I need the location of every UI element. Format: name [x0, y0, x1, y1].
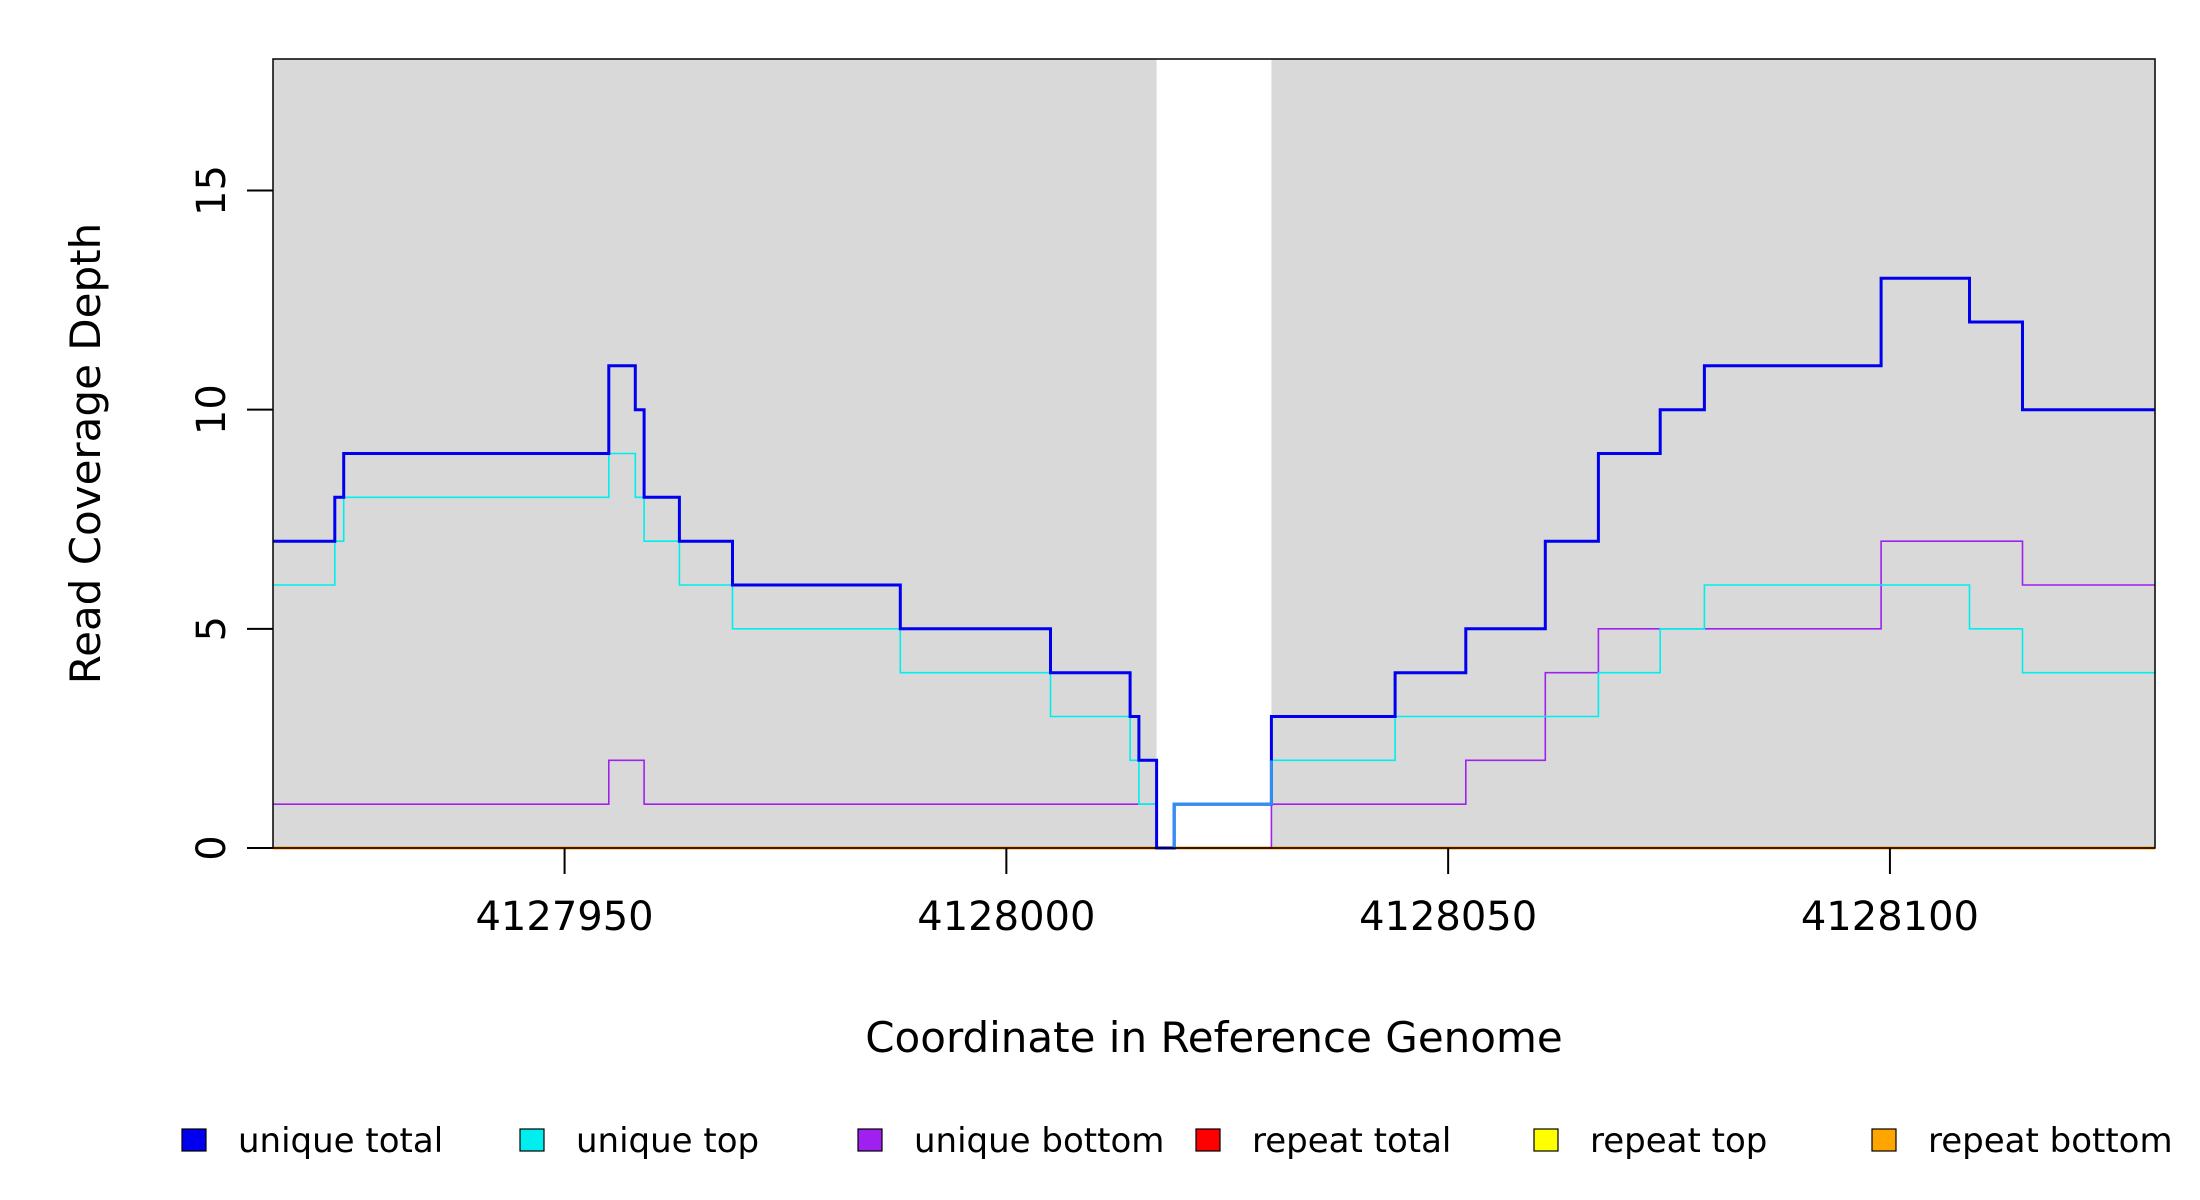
- legend-label: unique top: [576, 1121, 759, 1161]
- y-axis-title: Read Coverage Depth: [61, 223, 110, 684]
- x-tick-label: 4128050: [1359, 894, 1537, 940]
- y-axis: 0 5 10 15: [189, 165, 273, 861]
- legend-swatch: [1533, 1128, 1559, 1152]
- legend-swatch: [1871, 1128, 1897, 1152]
- x-axis-title: Coordinate in Reference Genome: [865, 1013, 1563, 1062]
- y-tick-label: 0: [189, 835, 235, 860]
- legend: unique total unique top unique bottom repea…: [181, 1121, 2173, 1161]
- x-tick-label: 4127950: [475, 894, 653, 940]
- legend-label: repeat top: [1590, 1121, 1767, 1161]
- y-tick-label: 5: [189, 616, 235, 641]
- legend-label: unique total: [238, 1121, 443, 1161]
- gap-region: [1156, 59, 1272, 848]
- legend-swatch: [519, 1128, 545, 1152]
- y-tick-label: 10: [189, 384, 235, 435]
- series-line-unique-bottom: [273, 540, 2155, 849]
- legend-item: repeat bottom: [1871, 1121, 2173, 1161]
- x-axis: 4127950 4128000 4128050 4128100: [475, 848, 1979, 940]
- x-tick-label: 4128000: [917, 894, 1095, 940]
- legend-item: unique total: [181, 1121, 443, 1161]
- legend-label: repeat total: [1252, 1121, 1451, 1161]
- legend-swatch: [857, 1128, 883, 1152]
- legend-item: unique bottom: [857, 1121, 1164, 1161]
- legend-item: repeat top: [1533, 1121, 1767, 1161]
- y-tick-label: 15: [189, 165, 235, 216]
- series-line-unique-total: [273, 276, 2155, 850]
- legend-swatch: [181, 1128, 207, 1152]
- series-overlap-segment: [1172, 760, 1273, 848]
- gap-rect: [1156, 59, 1272, 848]
- legend-item: repeat total: [1195, 1121, 1451, 1161]
- legend-item: unique top: [519, 1121, 759, 1161]
- plot-frame: [272, 58, 2156, 849]
- x-tick-label: 4128100: [1801, 894, 1979, 940]
- legend-label: repeat bottom: [1928, 1121, 2173, 1161]
- legend-swatch: [1195, 1128, 1221, 1152]
- legend-label: unique bottom: [914, 1121, 1164, 1161]
